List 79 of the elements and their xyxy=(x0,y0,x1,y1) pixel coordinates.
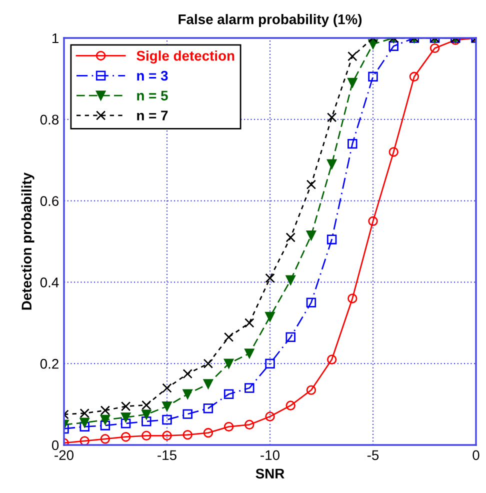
point xyxy=(265,273,275,283)
point xyxy=(120,418,131,428)
point xyxy=(182,368,192,379)
point xyxy=(80,408,90,418)
point xyxy=(430,43,440,54)
point xyxy=(224,389,234,399)
point xyxy=(348,78,358,88)
x-axis-title: SNR xyxy=(256,468,284,479)
point xyxy=(306,180,316,190)
point xyxy=(182,430,192,440)
legend-label: n = 3 xyxy=(137,70,168,81)
point xyxy=(409,72,420,82)
point xyxy=(80,418,90,428)
point xyxy=(142,416,152,426)
y-axis-title: Detection probability xyxy=(21,172,34,310)
point xyxy=(348,51,358,62)
point xyxy=(348,294,358,304)
point xyxy=(326,112,337,122)
legend-label: n = 5 xyxy=(137,90,168,101)
point xyxy=(244,383,254,393)
x-tick-label: -20 xyxy=(54,450,74,460)
point xyxy=(224,358,234,368)
point xyxy=(142,410,152,420)
point xyxy=(286,232,296,242)
point xyxy=(326,159,337,170)
point xyxy=(265,412,275,422)
y-tick-label: 0.6 xyxy=(40,196,59,206)
point xyxy=(203,358,214,368)
x-tick-label: -15 xyxy=(158,450,176,460)
point xyxy=(224,422,234,432)
point xyxy=(100,420,110,430)
point xyxy=(203,379,214,389)
point xyxy=(162,383,172,393)
x-tick-label: -5 xyxy=(367,450,379,460)
point xyxy=(286,400,296,410)
point xyxy=(162,401,172,412)
point xyxy=(244,348,254,358)
point xyxy=(162,414,172,425)
point xyxy=(388,41,398,51)
legend-label: Sigle detection xyxy=(136,50,234,64)
point xyxy=(182,409,192,419)
point xyxy=(120,401,131,412)
point xyxy=(182,389,192,399)
point xyxy=(244,420,254,430)
x-tick-label: 0 xyxy=(472,450,480,460)
point xyxy=(203,428,214,438)
x-tick-label: -10 xyxy=(260,450,280,460)
point xyxy=(120,432,131,442)
point xyxy=(244,318,254,328)
point xyxy=(286,332,296,342)
y-tick-label: 0.4 xyxy=(40,278,59,288)
point xyxy=(142,400,152,410)
point xyxy=(80,422,90,432)
y-tick-label: 0 xyxy=(52,440,59,450)
point xyxy=(286,275,296,286)
point xyxy=(100,406,110,416)
y-tick-label: 1 xyxy=(52,33,58,44)
point xyxy=(306,385,316,395)
point xyxy=(368,72,378,82)
point xyxy=(142,430,152,440)
point xyxy=(224,332,234,342)
y-tick-label: 0.2 xyxy=(40,358,58,369)
point xyxy=(348,138,358,149)
point xyxy=(203,404,214,414)
point xyxy=(326,234,337,244)
y-tick-label: 0.8 xyxy=(40,114,59,125)
point xyxy=(120,412,131,422)
point xyxy=(368,216,378,226)
point xyxy=(100,434,110,444)
legend-label: n = 7 xyxy=(137,110,168,120)
point xyxy=(306,298,316,308)
chart-title: False alarm probability (1%) xyxy=(178,14,362,27)
point xyxy=(326,354,337,364)
point xyxy=(265,358,275,368)
point xyxy=(265,312,275,322)
point xyxy=(388,147,398,157)
point xyxy=(162,430,172,440)
point xyxy=(100,414,110,425)
point xyxy=(306,230,316,240)
